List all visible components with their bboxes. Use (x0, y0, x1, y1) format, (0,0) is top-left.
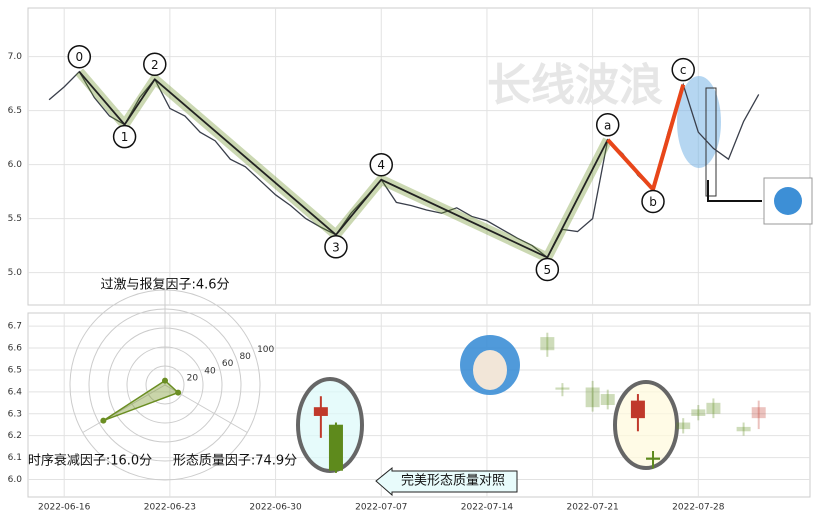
y-tick-label: 5.0 (8, 268, 23, 278)
y-tick-label: 6.4 (8, 387, 23, 397)
candle-body (706, 402, 721, 414)
y-tick-label: 6.1 (8, 453, 22, 463)
candle-body (585, 387, 600, 408)
candle-body (328, 424, 343, 471)
wave-label: 3 (332, 240, 340, 254)
candle-body (555, 387, 570, 390)
wave-label: 4 (377, 158, 385, 172)
avatar (774, 187, 802, 215)
radar-point (175, 389, 182, 396)
radar-tick-label: 20 (187, 373, 199, 383)
wave-label: 1 (121, 130, 129, 144)
wave-marker (641, 189, 665, 214)
button-shape[interactable] (375, 466, 518, 497)
x-tick-label: 2022-07-21 (566, 503, 618, 513)
impulse-wave (78, 71, 609, 259)
radar-point (100, 417, 107, 424)
radar-tick-label: 40 (204, 366, 216, 376)
y-tick-label: 6.0 (8, 160, 23, 170)
wave-marker (112, 124, 137, 149)
wave-label: 5 (544, 263, 552, 277)
mascot-face (473, 350, 507, 390)
radar-point (162, 377, 168, 384)
wave-marker (143, 52, 167, 77)
y-tick-label: 6.6 (8, 344, 23, 354)
candle-body (691, 409, 706, 416)
candle-body (736, 426, 751, 432)
candle-body (751, 407, 766, 419)
y-tick-label: 6.2 (8, 431, 22, 441)
radar-axis (82, 384, 166, 433)
candle-body (646, 457, 661, 460)
radar-label: 过激与报复因子:4.6分 (100, 278, 229, 293)
x-tick-label: 2022-07-28 (672, 503, 725, 513)
wave-marker (67, 44, 92, 69)
x-tick-label: 2022-06-23 (144, 503, 196, 513)
x-tick-label: 2022-07-14 (461, 503, 514, 513)
wave-marker (369, 152, 394, 177)
radar-tick-label: 100 (257, 345, 274, 355)
pointer-arrow (707, 180, 762, 202)
wave-label: a (604, 118, 611, 132)
range-box (705, 87, 717, 197)
wave-marker (671, 57, 695, 82)
y-tick-label: 6.5 (8, 365, 22, 375)
bottom-panel (27, 312, 811, 498)
watermark: 长线波浪 (487, 60, 663, 111)
y-tick-label: 7.0 (8, 52, 23, 62)
y-tick-label: 6.7 (8, 322, 22, 332)
y-tick-label: 6.3 (8, 409, 22, 419)
wave-marker (324, 235, 348, 259)
wave-label: 0 (75, 50, 83, 64)
wave-marker (595, 113, 620, 137)
candle-body (630, 400, 645, 419)
radar-tick-label: 60 (222, 359, 234, 369)
candle-body (676, 422, 691, 430)
x-tick-label: 2022-07-07 (355, 503, 407, 513)
x-tick-label: 2022-06-16 (38, 503, 91, 513)
pattern-ellipse (613, 380, 679, 470)
button-label[interactable]: 完美形态质量对照 (401, 474, 505, 489)
radar-tick-label: 80 (239, 352, 251, 362)
wave-label: c (680, 63, 687, 77)
wave-marker (535, 257, 560, 282)
candle-body (540, 337, 555, 351)
wave-label: b (649, 195, 657, 209)
radar-label: 形态质量因子:74.9分 (173, 454, 297, 469)
radar-area (102, 379, 180, 422)
top-panel (27, 7, 811, 306)
correction-wave (606, 84, 686, 192)
y-tick-label: 6.5 (8, 106, 22, 116)
candle-body (313, 407, 328, 416)
x-tick-label: 2022-06-30 (249, 503, 302, 513)
compare-button[interactable]: 完美形态质量对照 (375, 466, 518, 497)
radar-label: 时序衰减因子:16.0分 (28, 453, 152, 469)
y-tick-label: 5.5 (8, 214, 22, 224)
y-tick-label: 6.0 (8, 475, 23, 485)
candle-body (600, 394, 615, 405)
wave-label: 2 (151, 58, 159, 72)
